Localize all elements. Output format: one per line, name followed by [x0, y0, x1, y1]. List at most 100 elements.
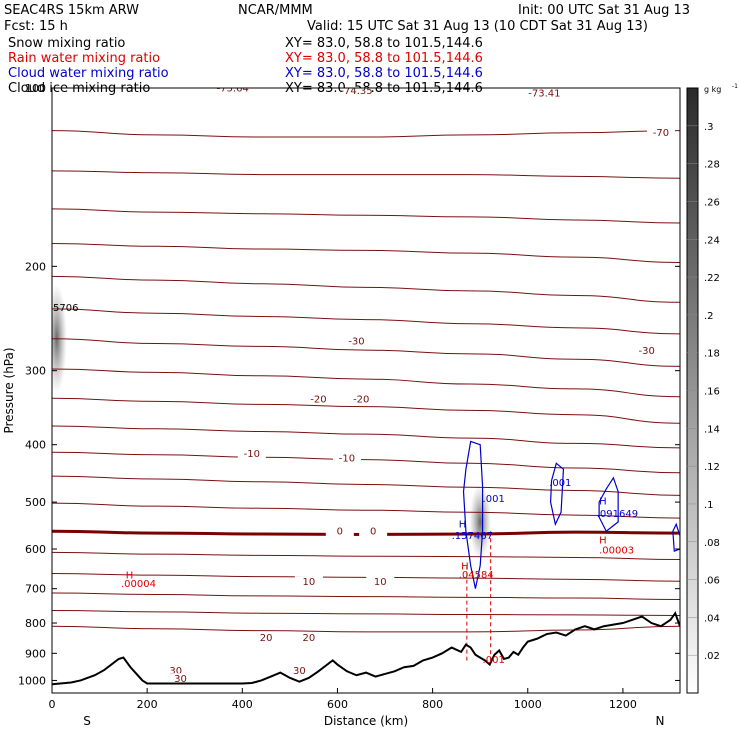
cloud-water-contour	[462, 440, 484, 589]
legend-cloudwater-name: Cloud water mixing ratio	[8, 66, 169, 81]
contour-label-bg	[294, 576, 323, 588]
snow-max-label: 5706	[53, 303, 78, 314]
rain-water-label: H	[599, 535, 607, 546]
temperature-contour-15	[52, 573, 680, 582]
cloud-water-label: .091649	[597, 509, 638, 520]
temperature-label: 30	[293, 666, 306, 677]
x-tick-label: 800	[422, 698, 443, 711]
contour-label-bg	[530, 88, 559, 99]
colorbar-tick-label: .18	[704, 349, 720, 360]
plot-frame	[51, 87, 681, 694]
rain-water-label: .04584	[459, 570, 494, 581]
temperature-label: 0	[337, 527, 343, 538]
rain-water-label: .001	[483, 655, 505, 666]
temperature-label: 10	[303, 577, 316, 588]
x-tick-label: 0	[49, 698, 56, 711]
colorbar-tick-label: .1	[704, 500, 714, 511]
contour-label-bg	[166, 673, 195, 685]
temperature-contour-m40	[52, 275, 680, 303]
colorbar-tick-label: .04	[704, 613, 720, 624]
plot-area: -70 -74.35 -73.41 -75.64 -30 -30 -20 -20 -10 -10 0…	[52, 84, 680, 686]
y-tick-label: 300	[25, 365, 46, 378]
cloud-water-label: H	[459, 520, 467, 531]
y-tick-label: 100	[25, 82, 46, 95]
y-axis-label: Pressure (hPa)	[2, 347, 16, 433]
contour-label-bg	[304, 393, 333, 405]
colorbar-tick-label: .12	[704, 462, 720, 473]
temperature-label: 10	[374, 577, 387, 588]
colorbar-tick-label: .24	[704, 235, 720, 246]
temperature-label: -30	[639, 346, 655, 357]
rain-water-label: .00003	[599, 545, 634, 556]
colorbar-tick-label: .14	[704, 424, 720, 435]
temperature-label: -10	[339, 453, 355, 464]
contour-label-bg	[632, 344, 661, 356]
contour-label-bg	[342, 335, 371, 347]
temperature-contour-25	[52, 610, 680, 617]
south-end-label: S	[83, 714, 91, 728]
colorbar-tick-label: .22	[704, 273, 720, 284]
colorbar-tick-label: .16	[704, 387, 720, 398]
colorbar-tick-label: .3	[704, 122, 714, 133]
terrain-line	[52, 611, 680, 686]
contour-label-bg	[285, 665, 314, 677]
temperature-contour-20	[52, 592, 680, 600]
contour-label-bg	[347, 393, 376, 405]
y-tick-label: 600	[25, 543, 46, 556]
temperature-label: -30	[348, 337, 364, 348]
rain-water-label: H	[126, 571, 134, 582]
north-end-label: N	[656, 714, 665, 728]
temperature-contour-m30	[52, 338, 680, 367]
temperature-label: -10	[244, 449, 260, 460]
temperature-label: -20	[353, 394, 369, 405]
temperature-contour-m50	[52, 208, 680, 224]
temperature-contour-10	[52, 551, 680, 561]
cloud-water-label: .157467	[452, 531, 493, 542]
legend-rain-xy: XY= 83.0, 58.8 to 101.5,144.6	[285, 51, 483, 66]
colorbar-tick-label: .28	[704, 160, 720, 171]
temperature-contour-m60	[52, 170, 680, 179]
valid-time: Valid: 15 UTC Sat 31 Aug 13 (10 CDT Sat …	[307, 19, 648, 34]
y-tick-label: 200	[25, 260, 46, 273]
snow-shading-column	[469, 483, 492, 560]
temperature-contour-m10	[52, 451, 680, 474]
temperature-label: -73.41	[528, 89, 560, 100]
colorbar-tick-label: .06	[704, 576, 720, 587]
x-axis-label: Distance (km)	[324, 714, 408, 728]
cloud-water-contour	[598, 476, 619, 533]
contour-label-bg	[342, 88, 371, 97]
cloud-water-label: .001	[549, 478, 571, 489]
contour-label-bg	[366, 576, 395, 588]
temperature-label: -75.64	[217, 84, 249, 95]
legend-cloudwater-xy: XY= 83.0, 58.8 to 101.5,144.6	[285, 66, 483, 81]
colorbar-tick-label: .02	[704, 651, 720, 662]
temperature-contour-0	[52, 502, 680, 519]
y-tick-label: 400	[25, 439, 46, 452]
x-tick-label: 400	[232, 698, 253, 711]
contour-label-bg	[294, 632, 323, 644]
contour-label-bg	[237, 448, 266, 460]
forecast-hour: Fcst: 15 h	[4, 19, 68, 34]
y-tick-label: 700	[25, 583, 46, 596]
contour-label-bg	[218, 88, 247, 94]
temperature-contour-m70	[52, 130, 680, 138]
rain-water-label: H	[461, 562, 469, 573]
model-title: SEAC4RS 15km ARW	[4, 3, 140, 18]
rain-water-label: .00004	[121, 579, 156, 590]
temperature-contour-m45	[52, 242, 680, 263]
temperature-label: 30	[174, 674, 187, 685]
contour-label-bg	[646, 126, 675, 138]
x-tick-label: 1200	[609, 698, 637, 711]
temperature-label: -70	[653, 128, 669, 139]
cloud-water-contour	[672, 522, 680, 552]
y-tick-label: 1000	[18, 674, 46, 687]
x-tick-label: 1000	[514, 698, 542, 711]
x-tick-label: 600	[327, 698, 348, 711]
temperature-contour-m5	[52, 475, 680, 496]
contour-label-bg	[359, 525, 388, 537]
contour-label-bg	[325, 525, 354, 537]
init-time: Init: 00 UTC Sat 31 Aug 13	[518, 3, 691, 18]
cloud-water-contour	[549, 462, 565, 527]
temperature-contour-m35	[52, 308, 680, 335]
